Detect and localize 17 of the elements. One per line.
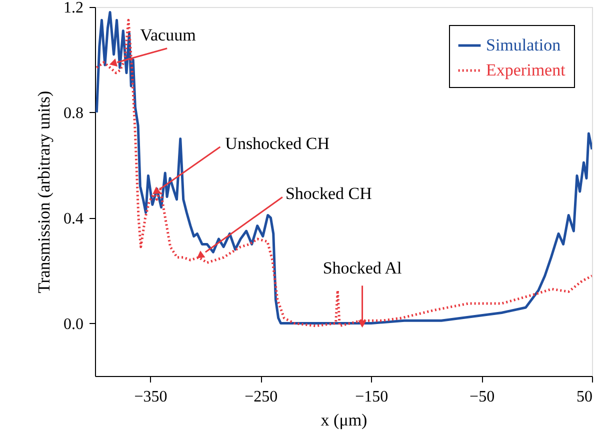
y-tick-label: 0.0 bbox=[64, 316, 84, 333]
x-axis-title: x (μm) bbox=[320, 410, 368, 430]
y-axis-title: Transmission (arbitrary units) bbox=[34, 90, 54, 294]
y-tick-label: 0.4 bbox=[64, 210, 84, 228]
x-tick-label: −150 bbox=[355, 388, 388, 406]
x-tick-label: −350 bbox=[134, 388, 168, 406]
annotation: Shocked CH bbox=[285, 184, 372, 204]
y-tick-label: 0.8 bbox=[64, 104, 84, 122]
x-tick-label: 50 bbox=[576, 388, 592, 406]
x-tick-label: −250 bbox=[244, 388, 278, 406]
annotation: Shocked Al bbox=[322, 258, 402, 278]
y-tick-label: 1.2 bbox=[64, 0, 84, 16]
annotation: Vacuum bbox=[140, 25, 196, 44]
annotation: Unshocked CH bbox=[225, 134, 330, 153]
legend-label: Simulation bbox=[486, 36, 562, 54]
legend-label: Experiment bbox=[486, 60, 566, 80]
x-tick-label: −50 bbox=[470, 388, 495, 406]
